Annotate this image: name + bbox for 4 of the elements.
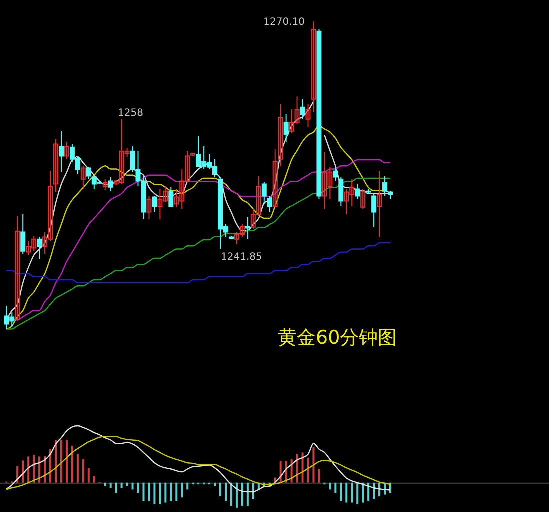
annotation: 1270.10 bbox=[264, 17, 305, 28]
text: 黄金60分钟图 bbox=[278, 327, 398, 349]
annotation: 1258 bbox=[118, 108, 144, 119]
annotation: 1241.85 bbox=[221, 252, 262, 263]
